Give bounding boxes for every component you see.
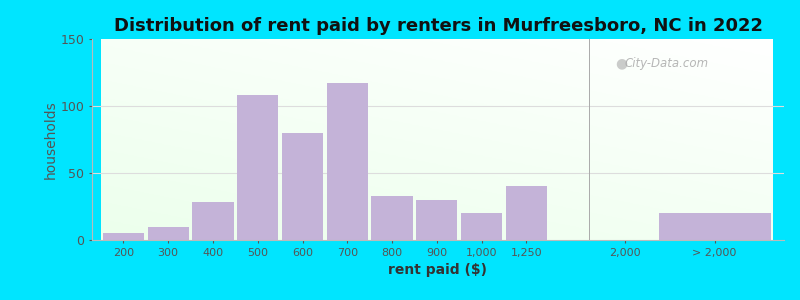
- Bar: [192, 202, 234, 240]
- Bar: [658, 213, 770, 240]
- Title: Distribution of rent paid by renters in Murfreesboro, NC in 2022: Distribution of rent paid by renters in …: [114, 17, 762, 35]
- Bar: [416, 200, 458, 240]
- Bar: [282, 133, 323, 240]
- Bar: [237, 95, 278, 240]
- Bar: [506, 186, 547, 240]
- Bar: [147, 226, 189, 240]
- Y-axis label: households: households: [44, 100, 58, 179]
- Text: ●: ●: [615, 56, 627, 70]
- Bar: [461, 213, 502, 240]
- Bar: [102, 233, 144, 240]
- Bar: [326, 83, 368, 240]
- X-axis label: rent paid ($): rent paid ($): [389, 263, 487, 277]
- Text: City-Data.com: City-Data.com: [624, 57, 709, 70]
- Bar: [371, 196, 413, 240]
